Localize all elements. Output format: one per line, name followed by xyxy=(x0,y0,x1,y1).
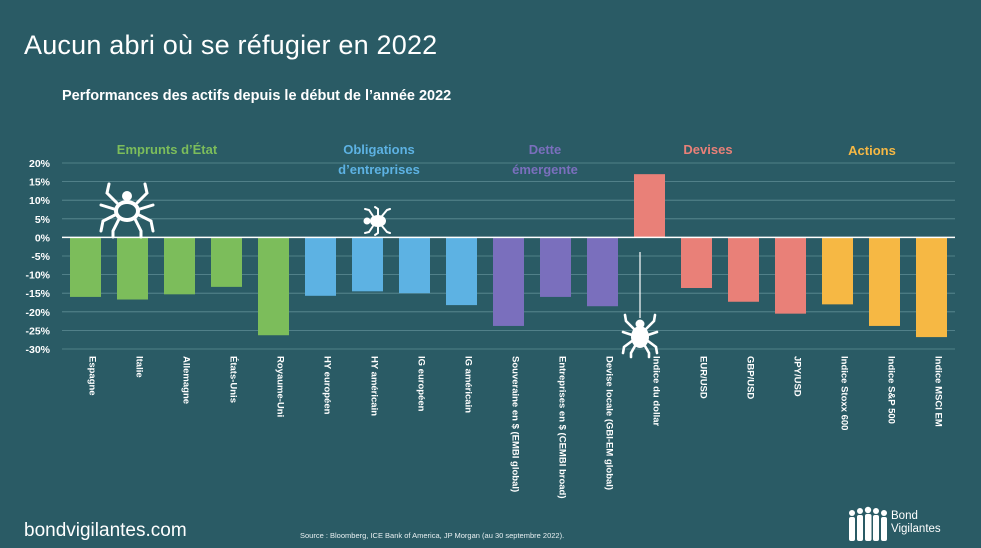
y-tick-label: -20% xyxy=(25,307,50,319)
x-tick-label: EUR/USD xyxy=(698,356,709,399)
x-tick-label: Espagne xyxy=(87,356,98,396)
bar xyxy=(352,237,383,292)
spider-icon xyxy=(99,182,155,239)
y-tick-label: 10% xyxy=(29,195,51,207)
x-tick-label: Allemagne xyxy=(181,356,192,404)
y-tick-label: -25% xyxy=(25,325,50,337)
y-tick-label: -15% xyxy=(25,288,50,300)
x-axis-labels: Espagne Italie Allemagne États-Unis Royaume-… xyxy=(87,356,944,499)
bar xyxy=(634,174,665,238)
bar xyxy=(70,237,101,297)
bar xyxy=(305,237,336,296)
bond-vigilantes-logo: Bond Vigilantes xyxy=(847,505,957,545)
bar xyxy=(681,237,712,288)
bar xyxy=(399,237,430,294)
bar xyxy=(446,237,477,306)
bar xyxy=(164,237,195,295)
dangling-spider-icon xyxy=(621,252,659,359)
y-axis-ticks: 20% 15% 10% 5% 0% -5% -10% -15% -20% -25% -30% xyxy=(25,158,50,356)
x-tick-label: JPY/USD xyxy=(792,356,803,397)
y-tick-label: -5% xyxy=(31,251,50,263)
x-tick-label: HY européen xyxy=(322,356,333,415)
group-labels: Emprunts d’État Obligations d’entreprises D… xyxy=(117,142,896,177)
x-tick-label: IG américain xyxy=(463,356,474,413)
x-tick-label: Italie xyxy=(134,356,145,378)
x-tick-label: Souveraine en $ (EMBI global) xyxy=(510,356,521,492)
group-label: Devises xyxy=(683,142,732,157)
footer-website: bondvigilantes.com xyxy=(24,520,187,541)
x-tick-label: Indice MSCI EM xyxy=(933,356,944,427)
group-label-line: d’entreprises xyxy=(338,162,420,177)
bar xyxy=(493,237,524,326)
bar xyxy=(258,237,289,336)
group-label-line: Dette xyxy=(529,142,562,157)
group-label: Emprunts d’État xyxy=(117,142,218,157)
bond-vigilantes-logo-icon xyxy=(849,506,887,541)
bar xyxy=(728,237,759,302)
x-tick-label: GBP/USD xyxy=(745,356,756,399)
y-tick-label: -10% xyxy=(25,270,50,282)
bar xyxy=(869,237,900,326)
footer-source: Source : Bloomberg, ICE Bank of America,… xyxy=(300,531,565,540)
x-tick-label: Indice S&P 500 xyxy=(886,356,897,424)
small-spider-icon xyxy=(363,206,391,236)
page-title: Aucun abri où se réfugier en 2022 xyxy=(24,30,438,60)
group-label-line: émergente xyxy=(512,162,578,177)
bar xyxy=(587,237,618,307)
bar xyxy=(540,237,571,297)
brand-line-2: Vigilantes xyxy=(891,523,941,535)
bar xyxy=(775,237,806,314)
y-tick-label: 5% xyxy=(35,214,51,226)
x-tick-label: Entreprises en $ (CEMBI broad) xyxy=(557,356,568,499)
x-tick-label: États-Unis xyxy=(228,356,239,403)
group-label: Obligations d’entreprises xyxy=(338,142,420,177)
x-tick-label: Royaume-Uni xyxy=(275,356,286,417)
y-tick-label: 15% xyxy=(29,177,51,189)
x-tick-label: Indice du dollar xyxy=(651,356,662,427)
chart-subtitle: Performances des actifs depuis le début … xyxy=(62,88,452,104)
chart-bars xyxy=(70,174,947,338)
x-tick-label: HY américain xyxy=(369,356,380,416)
bar xyxy=(211,237,242,287)
bar xyxy=(916,237,947,338)
brand-text: Bond Vigilantes xyxy=(891,510,941,536)
group-label-line: Obligations xyxy=(343,142,415,157)
x-tick-label: Devise locale (GBI-EM global) xyxy=(604,356,615,490)
y-tick-label: 20% xyxy=(29,158,51,170)
x-tick-label: Indice Stoxx 600 xyxy=(839,356,850,430)
group-label: Dette émergente xyxy=(512,142,578,177)
bar xyxy=(117,237,148,300)
brand-line-1: Bond xyxy=(891,510,918,522)
y-tick-label: 0% xyxy=(35,232,51,244)
group-label: Actions xyxy=(848,143,896,158)
y-tick-label: -30% xyxy=(25,344,50,356)
bar xyxy=(822,237,853,305)
x-tick-label: IG européen xyxy=(416,356,427,412)
